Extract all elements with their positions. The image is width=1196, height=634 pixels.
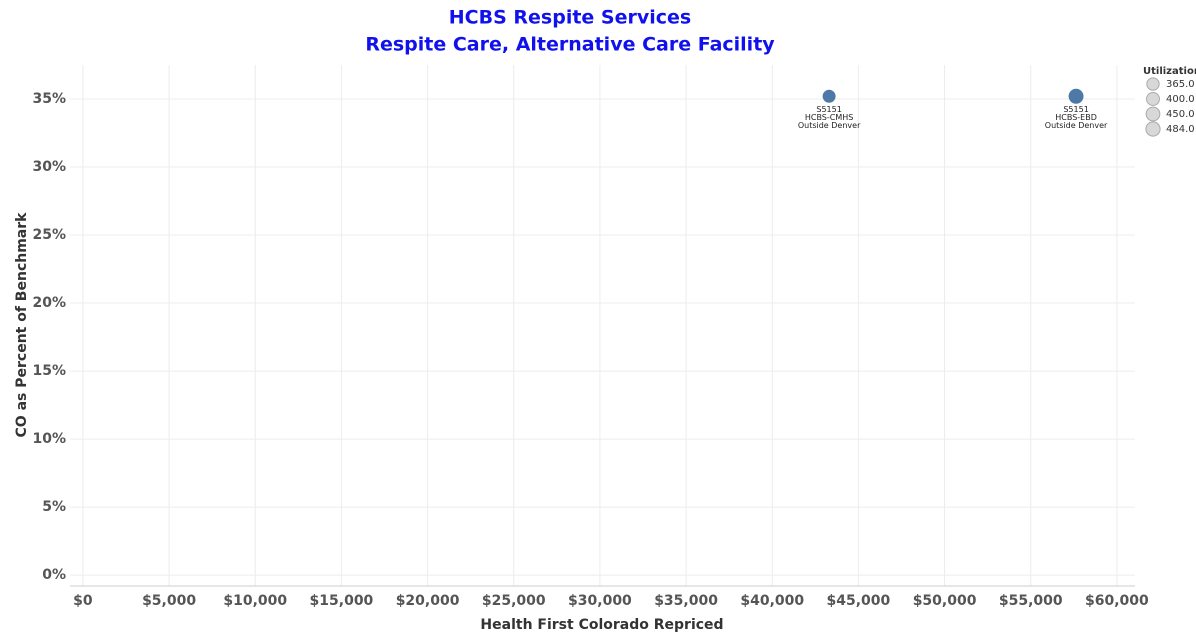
- legend-label: 484.0: [1166, 124, 1195, 135]
- y-tick-label: 0%: [42, 567, 66, 583]
- x-tick-label: $20,000: [396, 593, 460, 609]
- legend-bubble: [1146, 92, 1160, 106]
- point-label: HCBS-EBD: [1055, 113, 1097, 122]
- x-tick-label: $60,000: [1085, 593, 1149, 609]
- point-label: Outside Denver: [1045, 121, 1108, 130]
- legend-label: 365.0: [1166, 79, 1195, 90]
- legend-label: 400.0: [1166, 94, 1195, 105]
- x-tick-label: $5,000: [142, 593, 196, 609]
- x-tick-label: $15,000: [310, 593, 374, 609]
- x-tick-label: $0: [73, 593, 93, 609]
- bubble: [1068, 88, 1084, 104]
- x-tick-label: $45,000: [827, 593, 891, 609]
- legend-bubble: [1145, 121, 1161, 137]
- legend-bubble: [1146, 77, 1160, 91]
- legend-title: Utilization: [1143, 66, 1196, 77]
- point-label: HCBS-CMHS: [805, 113, 854, 122]
- x-axis-label: Health First Colorado Repriced: [480, 617, 723, 633]
- y-tick-label: 5%: [42, 499, 66, 515]
- subtitle: Respite Care, Alternative Care Facility: [365, 34, 775, 56]
- x-tick-label: $25,000: [482, 593, 546, 609]
- y-tick-label: 25%: [32, 227, 66, 243]
- y-tick-label: 10%: [32, 431, 66, 447]
- legend-bubble: [1145, 106, 1161, 122]
- y-axis-label: CO as Percent of Benchmark: [14, 212, 30, 438]
- legend-label: 450.0: [1166, 109, 1195, 120]
- y-tick-label: 15%: [32, 363, 66, 379]
- point-label: Outside Denver: [798, 121, 861, 130]
- x-tick-label: $30,000: [568, 593, 632, 609]
- x-tick-label: $35,000: [654, 593, 718, 609]
- x-tick-label: $50,000: [913, 593, 977, 609]
- y-tick-label: 35%: [32, 91, 66, 107]
- x-tick-label: $55,000: [999, 593, 1063, 609]
- y-tick-label: 30%: [32, 159, 66, 175]
- point-label: S5151: [816, 105, 841, 114]
- point-label: S5151: [1063, 105, 1088, 114]
- y-tick-label: 20%: [32, 295, 66, 311]
- subtitle: HCBS Respite Services: [449, 7, 691, 29]
- bubble: [822, 89, 836, 103]
- x-tick-label: $40,000: [740, 593, 804, 609]
- x-tick-label: $10,000: [223, 593, 287, 609]
